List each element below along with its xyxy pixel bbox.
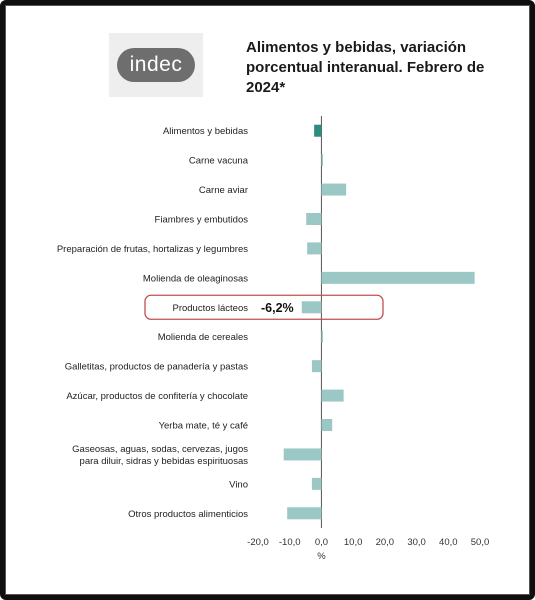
bar-0: [314, 124, 322, 137]
bar-8: [311, 360, 322, 373]
bar-7: [321, 330, 323, 343]
x-tick-label-0: -20,0: [247, 537, 269, 548]
callout-box: [144, 294, 384, 320]
bar-13: [287, 507, 322, 520]
bar-9: [321, 389, 344, 402]
bar-4: [307, 242, 322, 255]
category-label-5: Molienda de oleaginosas: [143, 273, 248, 284]
indec-logo: indec: [117, 48, 195, 82]
bar-12: [311, 477, 322, 490]
bar-2: [321, 183, 347, 196]
bar-11: [283, 448, 322, 461]
category-label-3: Fiambres y embutidos: [155, 215, 249, 226]
category-label-10: Yerba mate, té y café: [159, 421, 248, 432]
logo-box: indec: [109, 33, 203, 97]
x-tick-label-3: 10,0: [344, 537, 363, 548]
category-label-13: Otros productos alimenticios: [128, 509, 248, 520]
chart-title: Alimentos y bebidas, variación porcentua…: [246, 39, 485, 96]
category-label-9: Azúcar, productos de confitería y chocol…: [66, 391, 248, 402]
category-label-1: Carne vacuna: [189, 156, 249, 167]
category-label-8: Galletitas, productos de panadería y pas…: [65, 362, 249, 373]
bar-6: [301, 301, 322, 314]
category-label-6: Productos lácteos: [172, 303, 248, 314]
category-label-7: Molienda de cereales: [158, 332, 249, 343]
x-tick-label-2: 0,0: [315, 537, 328, 548]
x-tick-label-6: 40,0: [439, 537, 458, 548]
x-tick-label-4: 20,0: [376, 537, 395, 548]
logo-text: indec: [129, 53, 183, 76]
category-label-4: Preparación de frutas, hortalizas y legu…: [57, 244, 248, 255]
category-label-0: Alimentos y bebidas: [163, 126, 248, 137]
bar-10: [321, 419, 333, 431]
x-tick-label-7: 50,0: [471, 537, 490, 548]
callout-value-label: -6,2%: [261, 301, 294, 315]
category-label-2: Carne aviar: [199, 185, 248, 196]
bar-3: [306, 213, 322, 225]
category-label-11-line-1: para diluir, sidras y bebidas espirituos…: [80, 456, 249, 467]
x-axis-label: %: [317, 551, 326, 562]
bar-5: [321, 271, 475, 284]
x-tick-label-5: 30,0: [407, 537, 426, 548]
x-tick-label-1: -10,0: [279, 537, 301, 548]
category-label-11-line-0: Gaseosas, aguas, sodas, cervezas, jugos: [72, 444, 248, 455]
bar-1: [321, 154, 324, 167]
category-label-12: Vino: [229, 479, 248, 490]
